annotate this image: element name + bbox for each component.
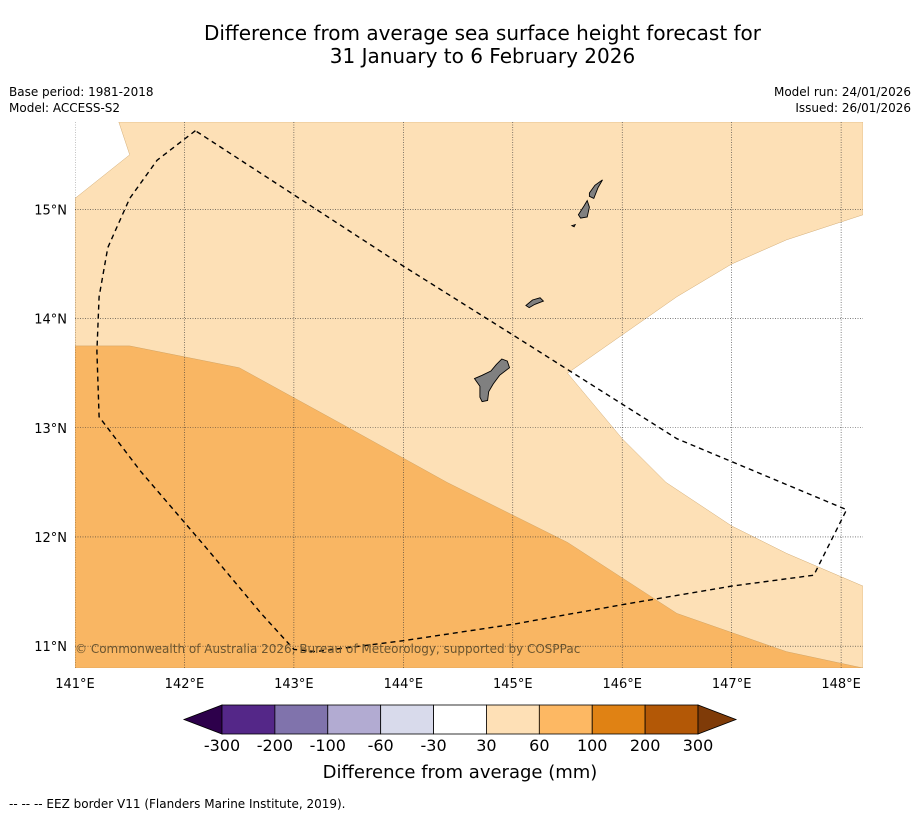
colorbar-tick-label: -100 — [310, 736, 346, 755]
eez-footnote: -- -- -- EEZ border V11 (Flanders Marine… — [9, 797, 346, 811]
lat-tick-label: 11°N — [34, 640, 67, 655]
anomaly-60-to-100mm-region — [75, 345, 863, 668]
colorbar-segment — [591, 704, 646, 735]
colorbar-segment — [380, 704, 434, 735]
colorbar-segment — [274, 704, 329, 735]
copyright-text: © Commonwealth of Australia 2026, Bureau… — [75, 642, 580, 656]
lon-tick-label: 142°E — [165, 677, 205, 692]
lon-tick-label: 148°E — [821, 677, 861, 692]
saipan-island — [588, 179, 603, 200]
base-period: Base period: 1981-2018 — [9, 85, 154, 99]
colorbar-segment — [221, 704, 276, 735]
colorbar: -300 -200 -100 -60 -30 30 60 100 200 300 Differenc… — [182, 704, 738, 783]
map-figure: © Commonwealth of Australia 2026, Bureau… — [34, 122, 863, 783]
colorbar-title: Difference from average (mm) — [323, 762, 598, 783]
model-name: Model: ACCESS-S2 — [9, 101, 121, 115]
lat-tick-label: 15°N — [34, 203, 67, 218]
colorbar-segment — [538, 704, 593, 735]
colorbar-segment — [644, 704, 699, 735]
colorbar-tick-label: 200 — [630, 736, 661, 755]
colorbar-tick-label: -60 — [368, 736, 394, 755]
colorbar-tick-label: -200 — [257, 736, 293, 755]
lat-tick-label: 14°N — [34, 313, 67, 328]
colorbar-low-extend — [182, 704, 223, 735]
aguijan-islet — [570, 223, 577, 228]
colorbar-tick-label: 100 — [577, 736, 608, 755]
lat-tick-label: 13°N — [34, 422, 67, 437]
map-plot-area: © Commonwealth of Australia 2026, Bureau… — [34, 122, 863, 692]
title-line-2: 31 January to 6 February 2026 — [329, 44, 636, 68]
colorbar-tick-label: -30 — [420, 736, 446, 755]
meta-right: Model run: 24/01/2026 Issued: 26/01/2026 — [774, 84, 911, 116]
colorbar-segment — [486, 704, 540, 735]
colorbar-tick-label: 30 — [476, 736, 496, 755]
lon-tick-label: 144°E — [384, 677, 424, 692]
colorbar-high-extend — [697, 704, 738, 735]
eez-border-line — [96, 130, 848, 653]
issued-date: Issued: 26/01/2026 — [795, 101, 911, 115]
title-line-1: Difference from average sea surface heig… — [203, 21, 762, 45]
colorbar-segment — [327, 704, 382, 735]
lon-tick-label: 143°E — [274, 677, 314, 692]
lon-tick-label: 147°E — [712, 677, 752, 692]
colorbar-tick-label: 60 — [529, 736, 549, 755]
meta-left: Base period: 1981-2018 Model: ACCESS-S2 — [9, 84, 154, 116]
lon-tick-label: 146°E — [602, 677, 642, 692]
clipped-map-content: © Commonwealth of Australia 2026, Bureau… — [75, 122, 863, 668]
colorbar-tick-label: -300 — [204, 736, 240, 755]
page-title: Difference from average sea surface heig… — [0, 22, 919, 68]
rota-island — [525, 297, 545, 309]
guam-island — [473, 358, 511, 403]
lon-tick-label: 145°E — [493, 677, 533, 692]
model-run: Model run: 24/01/2026 — [773, 85, 911, 99]
tinian-island — [577, 199, 590, 219]
lon-tick-label: 141°E — [55, 677, 95, 692]
colorbar-tick-label: 300 — [683, 736, 714, 755]
lat-tick-label: 12°N — [34, 531, 67, 546]
colorbar-segment — [433, 704, 487, 735]
